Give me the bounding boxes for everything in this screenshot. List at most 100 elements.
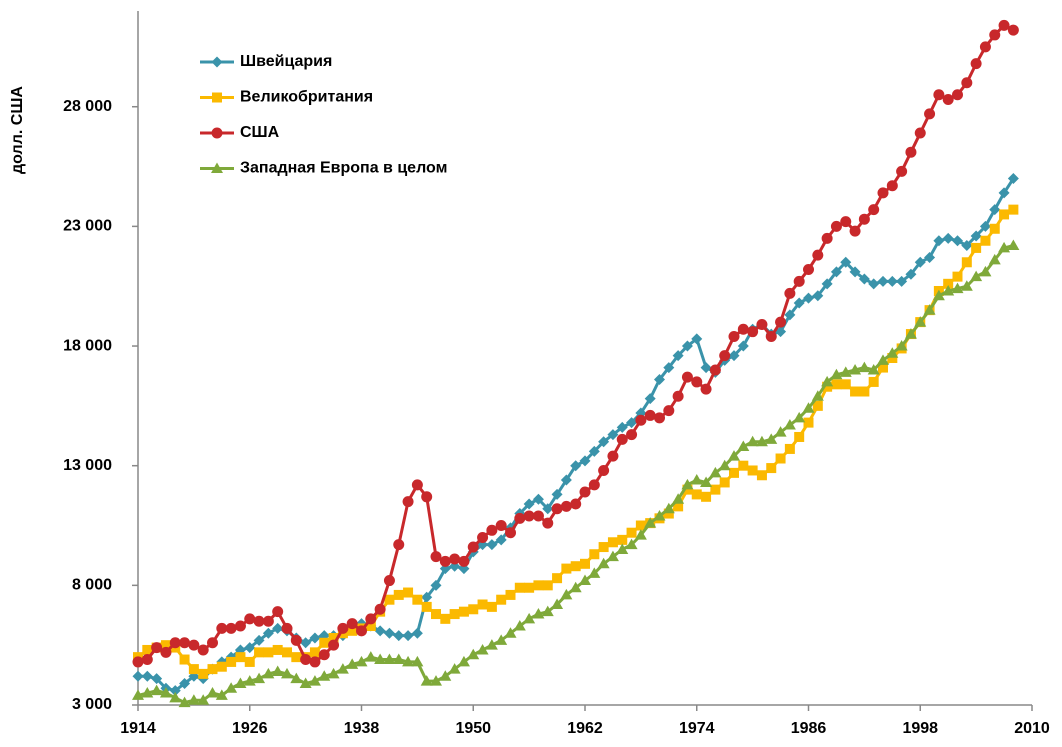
data-point (197, 694, 210, 705)
data-point (886, 180, 898, 192)
data-point (430, 551, 442, 563)
data-point (719, 350, 731, 362)
data-point (505, 589, 516, 600)
data-point (840, 379, 851, 390)
data-point (644, 409, 656, 421)
data-point (905, 146, 917, 158)
data-point (588, 445, 600, 457)
data-point (355, 655, 368, 667)
data-point (495, 634, 508, 645)
data-point (924, 108, 936, 120)
data-point (616, 543, 629, 554)
data-point (654, 412, 665, 424)
data-point (281, 667, 293, 679)
data-point (681, 478, 694, 490)
data-point (626, 527, 637, 538)
data-point (290, 672, 303, 684)
data-point (374, 625, 386, 637)
data-point (756, 470, 767, 481)
data-point (485, 639, 498, 650)
data-point (458, 606, 469, 617)
data-point (980, 235, 991, 246)
data-point (701, 491, 712, 502)
data-point (495, 520, 507, 532)
data-point (402, 630, 414, 642)
data-point (570, 498, 582, 510)
data-point (253, 615, 265, 627)
data-point (784, 443, 795, 454)
data-point (309, 647, 320, 658)
data-point (691, 333, 703, 345)
data-point (551, 503, 563, 515)
data-point (914, 316, 927, 327)
data-point (812, 400, 823, 411)
data-point (449, 553, 461, 565)
data-point (737, 440, 750, 452)
data-point (933, 235, 945, 247)
data-point (449, 609, 460, 620)
data-point (458, 555, 470, 567)
legend-marker (212, 92, 222, 103)
y-tick-label: 28 000 (63, 98, 112, 115)
data-point (878, 362, 888, 373)
x-tick-label: 2010 (1014, 720, 1050, 737)
data-point (681, 340, 693, 352)
data-point (262, 667, 275, 679)
data-point (439, 670, 452, 681)
data-point (309, 656, 321, 668)
data-point (663, 405, 675, 417)
data-point (654, 374, 665, 386)
data-point (849, 266, 861, 278)
data-point (254, 647, 265, 658)
data-point (551, 488, 563, 500)
data-point (523, 612, 536, 624)
data-point (616, 421, 628, 433)
data-point (709, 466, 722, 478)
data-point (496, 594, 507, 605)
data-point (215, 689, 228, 700)
data-point (625, 538, 638, 550)
data-point (616, 433, 628, 445)
data-point (588, 567, 601, 578)
data-point (319, 637, 330, 648)
data-point (253, 672, 266, 684)
data-point (514, 582, 525, 593)
y-tick-label: 18 000 (63, 337, 112, 354)
data-point (151, 673, 163, 685)
data-point (904, 328, 917, 339)
data-point (626, 429, 638, 441)
data-point (570, 460, 582, 472)
y-tick-label: 23 000 (63, 218, 112, 235)
data-point (179, 637, 191, 649)
data-point (943, 278, 954, 289)
data-point (542, 517, 554, 529)
data-point (793, 275, 805, 287)
data-point (337, 622, 349, 634)
data-point (523, 510, 535, 522)
data-point (737, 340, 749, 352)
data-point (932, 289, 945, 301)
data-point (579, 574, 591, 586)
data-point (589, 549, 600, 560)
data-point (691, 376, 703, 388)
data-point (552, 573, 563, 584)
data-point (486, 539, 498, 551)
data-point (365, 613, 377, 625)
data-point (942, 94, 954, 106)
data-point (347, 625, 358, 636)
data-point (998, 241, 1011, 253)
data-point (887, 353, 898, 363)
data-point (784, 309, 796, 321)
data-point (560, 474, 572, 486)
data-point (532, 493, 544, 505)
data-point (198, 668, 209, 679)
data-point (290, 634, 302, 646)
data-point (486, 524, 498, 536)
data-point (663, 362, 675, 374)
legend-label: Западная Европа в целом (240, 160, 447, 177)
data-point (579, 486, 591, 498)
data-point (989, 204, 1001, 216)
data-point (420, 675, 433, 686)
data-point (541, 605, 554, 617)
